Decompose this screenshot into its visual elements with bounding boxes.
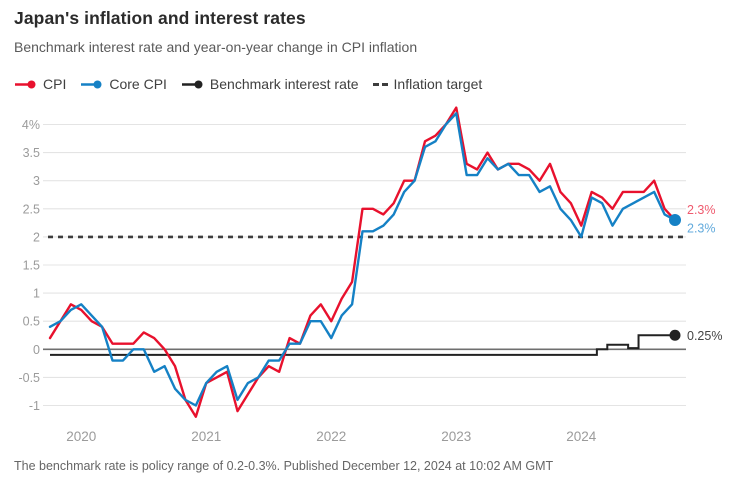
x-tick-label: 2020 bbox=[66, 429, 96, 444]
y-tick-label: 3.5 bbox=[23, 146, 40, 160]
y-tick-label: 3 bbox=[33, 174, 40, 188]
y-tick-label: 2.5 bbox=[23, 202, 40, 216]
benchmark-line bbox=[50, 334, 675, 356]
x-tick-label: 2021 bbox=[191, 429, 221, 444]
y-tick-label: 1.5 bbox=[23, 259, 40, 273]
x-tick-label: 2022 bbox=[316, 429, 346, 444]
legend-item-benchmark-interest-rate: Benchmark interest rate bbox=[181, 76, 359, 92]
chart-title: Japan's inflation and interest rates bbox=[14, 8, 306, 28]
y-tick-label: -1 bbox=[29, 399, 40, 413]
legend-label: Core CPI bbox=[109, 76, 167, 92]
legend-item-inflation-target: Inflation target bbox=[372, 76, 483, 92]
core-cpi-line bbox=[48, 112, 677, 407]
legend-label: Benchmark interest rate bbox=[209, 76, 359, 92]
line-dot-icon bbox=[181, 80, 203, 88]
chart-subtitle: Benchmark interest rate and year-on-year… bbox=[14, 39, 418, 55]
y-tick-label: 4% bbox=[22, 118, 40, 132]
y-tick-label: 2 bbox=[33, 230, 40, 244]
chart-area: 4% 3.5 3 2.5 2 1.5 1 0.5 0 -0.5 -1 2020 2021 2022 2023… bbox=[0, 100, 739, 448]
legend-label: Inflation target bbox=[393, 76, 483, 92]
legend-label: CPI bbox=[43, 76, 67, 92]
cpi-line bbox=[48, 106, 677, 418]
end-dot-benchmark-interest-rate bbox=[669, 329, 681, 341]
legend-item-core-cpi: Core CPI bbox=[80, 76, 167, 92]
header: Japan's inflation and interest rates Ben… bbox=[14, 8, 725, 55]
end-label-core-cpi: 2.3% bbox=[687, 222, 716, 236]
x-tick-label: 2024 bbox=[566, 429, 597, 444]
line-dot-icon bbox=[15, 80, 36, 88]
y-tick-label: 0.5 bbox=[23, 315, 40, 329]
chart-svg: 4% 3.5 3 2.5 2 1.5 1 0.5 0 -0.5 -1 2020 2021 2022 2023… bbox=[18, 106, 722, 444]
dashed-line-icon bbox=[372, 82, 388, 86]
footnote: The benchmark rate is policy range of 0.… bbox=[14, 459, 554, 473]
y-tick-label: -0.5 bbox=[18, 371, 40, 385]
y-tick-label: 0 bbox=[33, 343, 40, 357]
end-label-benchmark-interest-rate: 0.25% bbox=[687, 329, 722, 343]
legend: CPI Core CPI Benchmark interest rate Inflat… bbox=[14, 76, 482, 92]
line-dot-icon bbox=[81, 80, 102, 88]
x-tick-label: 2023 bbox=[441, 429, 471, 444]
legend-item-cpi: CPI bbox=[14, 76, 66, 92]
end-dot-core-cpi bbox=[669, 214, 681, 227]
end-label-cpi: 2.3% bbox=[687, 203, 716, 217]
y-tick-label: 1 bbox=[33, 287, 40, 301]
